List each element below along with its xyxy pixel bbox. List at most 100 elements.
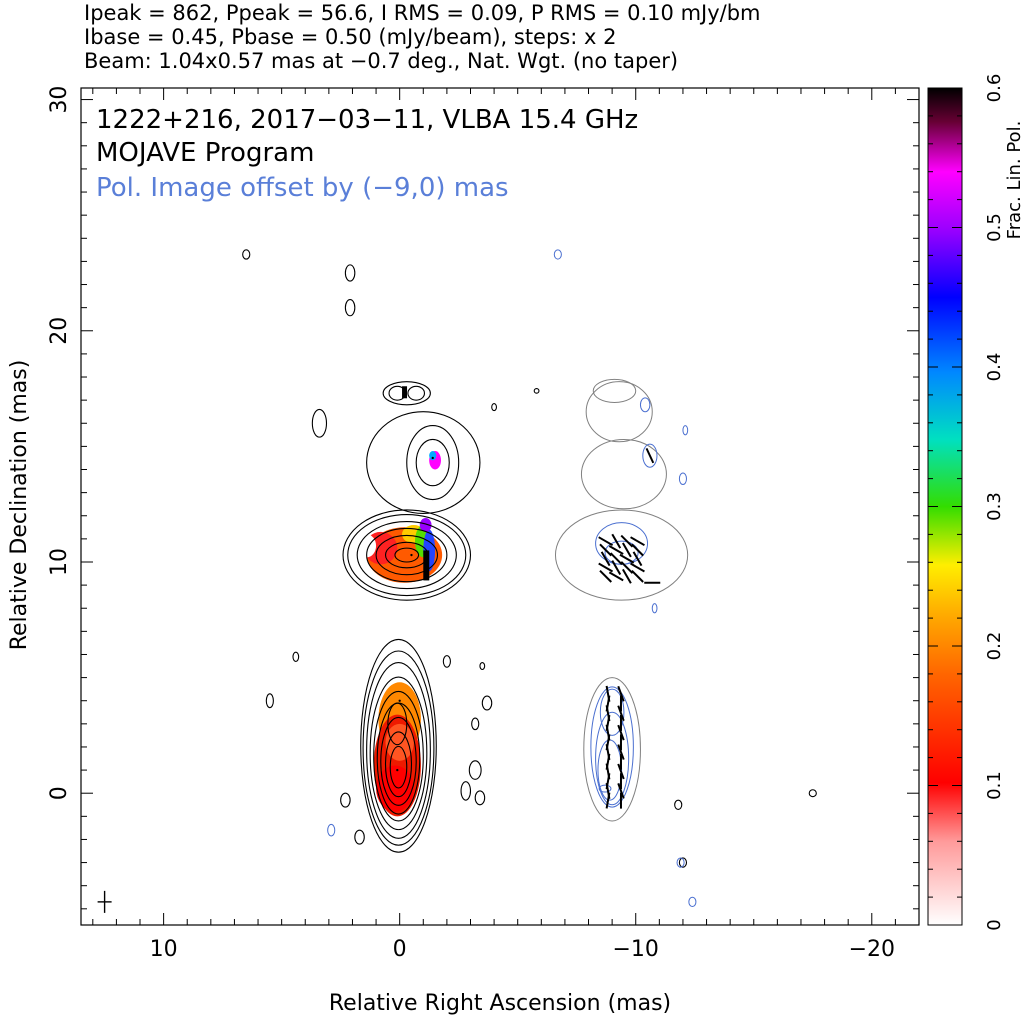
knot-contour	[342, 509, 472, 601]
y-tick-label: 30	[47, 86, 72, 114]
plot-frame	[80, 87, 920, 926]
fpol-patch	[419, 518, 432, 532]
core-contour	[369, 676, 428, 831]
evpa-stick	[608, 545, 624, 555]
evpa-stick	[631, 569, 644, 583]
evpa-stick	[630, 562, 645, 573]
knot-contour	[375, 534, 438, 576]
pol-contour	[553, 249, 562, 260]
evpa-stick	[611, 533, 622, 549]
evpa-stick	[598, 562, 614, 573]
knot-contour	[366, 411, 481, 514]
colorbar-axis: 0 0.1 0.2 0.3 0.4 0.5 0.6	[928, 74, 1005, 931]
noise-contour	[674, 799, 683, 810]
pol-contour	[688, 896, 697, 908]
noise-contour	[468, 760, 482, 780]
noise-contour	[344, 299, 356, 317]
evpa-stick	[617, 783, 625, 799]
evpa-stick	[622, 542, 632, 558]
x-tick-label: 10	[150, 937, 178, 962]
pol-contour	[599, 688, 625, 736]
noise-contour	[678, 857, 688, 868]
noise-contour	[311, 408, 328, 438]
chart-title: 1222+216, 2017−03−11, VLBA 15.4 GHz	[96, 105, 638, 135]
evpa-stick	[645, 447, 655, 464]
noise-contour	[808, 789, 817, 798]
noise-contour	[292, 651, 300, 662]
pol-contour	[639, 397, 651, 413]
evpa-stick	[611, 560, 622, 575]
header-line-peaks: Ipeak = 862, Ppeak = 56.6, I RMS = 0.09,…	[84, 1, 761, 25]
core-contour	[384, 731, 413, 798]
pol-contour	[598, 784, 612, 793]
noise-contour	[460, 781, 472, 801]
colorbar-tick-label: 0.1	[984, 771, 1005, 800]
evpa-stick	[632, 551, 643, 567]
knot-contour	[384, 541, 429, 569]
knot-contour	[415, 438, 450, 487]
pol-contour	[676, 857, 685, 868]
total-intensity-contours	[242, 249, 817, 868]
pol-outline-contour	[554, 509, 689, 601]
pol-contour	[642, 443, 658, 468]
y-tick-label: 0	[47, 786, 72, 800]
evpa-stick	[617, 724, 625, 741]
noise-contour	[479, 662, 486, 671]
polarization-image	[327, 249, 697, 908]
core-contour	[380, 716, 417, 806]
knot-contour	[406, 425, 460, 501]
pol-contour	[327, 823, 336, 837]
colorbar-tick-label: 0.3	[984, 492, 1005, 521]
evpa-stick	[617, 685, 625, 702]
evpa-stick	[630, 536, 645, 547]
evpa-stick	[620, 561, 634, 574]
fpol-patch	[376, 765, 414, 812]
knot-contour	[347, 514, 467, 597]
evpa-stick	[599, 569, 612, 583]
component-knot-10mas	[410, 553, 413, 557]
pol-outline-contour	[580, 438, 667, 510]
colorbar-tick-label: 0.5	[984, 213, 1005, 242]
knot-contour	[366, 527, 448, 583]
fpol-patch	[423, 550, 430, 581]
pol-outline-contour	[585, 381, 653, 443]
evpa-stick	[608, 571, 624, 582]
core-contour	[387, 702, 408, 746]
axes-layer: 10 0 −10 −20 0 10 20 30	[47, 86, 920, 962]
evpa-stick	[598, 536, 614, 547]
component-inner-jet	[398, 699, 401, 702]
component-core	[396, 768, 399, 772]
colorbar-tick-label: 0	[984, 919, 1005, 930]
evpa-stick	[609, 552, 623, 566]
pol-contour	[651, 603, 658, 614]
header-line-beam: Beam: 1.04x0.57 mas at −0.7 deg., Nat. W…	[84, 49, 679, 73]
colorbar-tick-label: 0.6	[984, 74, 1005, 103]
core-contour	[373, 690, 424, 822]
evpa-stick	[619, 553, 635, 564]
x-tick-label: −10	[613, 937, 659, 962]
noise-contour	[491, 403, 498, 412]
knot-contour	[382, 381, 431, 406]
fpol-patch	[429, 451, 437, 461]
colorbar-tick-label: 0.4	[984, 353, 1005, 382]
evpa-stick	[622, 568, 632, 584]
noise-contour	[471, 717, 480, 731]
knot-contour	[407, 385, 426, 401]
pol-contour	[678, 472, 687, 486]
colorbar-tick-label: 0.2	[984, 632, 1005, 661]
evpa-stick	[631, 543, 644, 557]
core-contour	[366, 662, 431, 839]
knot-contour	[394, 547, 420, 563]
evpa-stick	[600, 551, 611, 567]
x-tick-label: 0	[393, 937, 407, 962]
evpa-stick	[617, 763, 625, 780]
evpa-stick	[617, 744, 625, 760]
header-line-base: Ibase = 0.45, Pbase = 0.50 (mJy/beam), s…	[84, 25, 617, 49]
component-knot-17mas	[403, 392, 406, 395]
x-tick-label: −20	[849, 937, 895, 962]
pol-contour	[590, 686, 634, 808]
pol-offset-annotation: Pol. Image offset by (−9,0) mas	[96, 173, 509, 203]
pol-outline-contour	[583, 677, 641, 822]
x-axis-label: Relative Right Ascension (mas)	[329, 991, 671, 1016]
